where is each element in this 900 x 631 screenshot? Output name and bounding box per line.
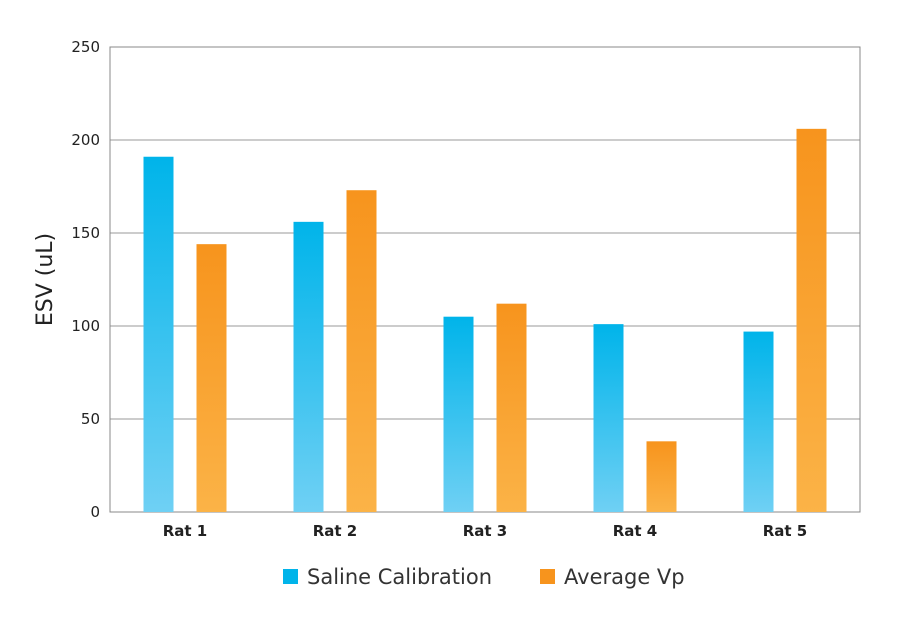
- y-tick-label: 50: [81, 410, 100, 428]
- x-category-label: Rat 4: [613, 522, 658, 540]
- bar-saline-calibration-rat-5: [743, 331, 774, 512]
- bar-average-vp-rat-4: [646, 441, 677, 512]
- legend-label: Average Vp: [564, 565, 685, 589]
- bar-average-vp-rat-5: [796, 128, 827, 512]
- plot-area-frame: [109, 46, 861, 513]
- x-category-label: Rat 5: [763, 522, 808, 540]
- gridlines: [110, 139, 860, 420]
- legend: Saline Calibration Average Vp: [283, 565, 685, 589]
- bar-saline-calibration-rat-1: [143, 156, 174, 513]
- y-tick-label: 250: [71, 38, 100, 56]
- legend-swatch: [540, 569, 555, 584]
- x-category-label: Rat 1: [163, 522, 208, 540]
- bar-average-vp-rat-1: [196, 244, 227, 512]
- y-axis-title: ESV (uL): [33, 233, 58, 326]
- bars: [143, 128, 827, 513]
- y-tick-label: 150: [71, 224, 100, 242]
- x-category-label: Rat 3: [463, 522, 508, 540]
- bar-average-vp-rat-2: [346, 190, 377, 512]
- bar-average-vp-rat-3: [496, 303, 527, 512]
- bar-saline-calibration-rat-3: [443, 316, 474, 512]
- legend-swatch: [283, 569, 298, 584]
- x-category-label: Rat 2: [313, 522, 358, 540]
- legend-label: Saline Calibration: [307, 565, 492, 589]
- bar-saline-calibration-rat-4: [593, 324, 624, 512]
- y-tick-label: 100: [71, 317, 100, 335]
- y-axis-tick-labels: 0 50 100 150 200 250: [71, 38, 100, 521]
- x-axis-category-labels: Rat 1 Rat 2 Rat 3 Rat 4 Rat 5: [163, 522, 808, 540]
- y-tick-label: 200: [71, 131, 100, 149]
- y-tick-label: 0: [90, 503, 100, 521]
- bar-saline-calibration-rat-2: [293, 221, 324, 512]
